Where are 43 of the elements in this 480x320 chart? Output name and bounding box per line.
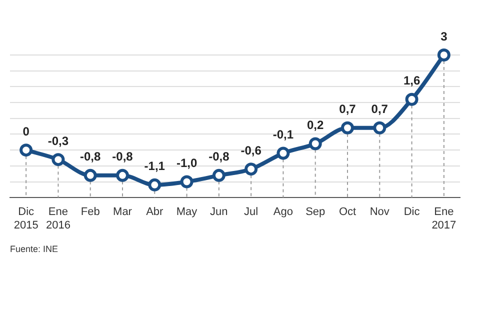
point [244,162,258,176]
point [405,92,418,106]
data-label: -1,0 [176,156,198,170]
x-tick-label: Ene 2016 [46,206,70,232]
data-label: 0,7 [339,102,356,116]
data-label: 1,6 [403,74,420,88]
point [116,168,129,182]
point [20,144,33,157]
data-label: -0,6 [240,143,262,158]
source-note: Fuente: INE [10,244,58,254]
data-label: -0,3 [48,134,69,148]
point [84,168,97,182]
x-tick-label: Ene 2017 [432,206,456,232]
point [373,121,386,134]
point [276,146,290,160]
x-tick-label: Feb [80,206,100,218]
data-label: -1,1 [144,159,166,174]
x-tick-label: Jul [244,206,258,218]
data-label: 3 [440,29,448,44]
x-tick-label: May [176,206,198,218]
data-label: -0,8 [112,150,134,164]
x-tick-label: Jun [210,206,228,218]
data-label: -0,8 [208,150,230,164]
point [341,121,354,134]
x-tick-label: Sep [306,206,326,218]
point [52,153,65,166]
point [212,168,226,182]
x-tick-label: Dic 2015 [14,206,38,232]
x-tick-label: Mar [113,206,132,218]
data-label: -0,8 [80,150,102,164]
point [308,137,322,150]
point [148,178,162,192]
x-tick-label: Oct [338,206,356,218]
data-label: 0 [22,124,30,138]
point [180,175,194,188]
x-tick-label: Nov [370,206,390,218]
x-tick-label: Dic [404,206,420,218]
data-label: 0,7 [371,102,388,116]
point [437,48,450,62]
x-tick-label: Ago [273,206,294,218]
data-label: 0,2 [307,118,324,132]
x-tick-label: Abr [146,206,164,218]
data-label: -0,1 [272,128,294,142]
